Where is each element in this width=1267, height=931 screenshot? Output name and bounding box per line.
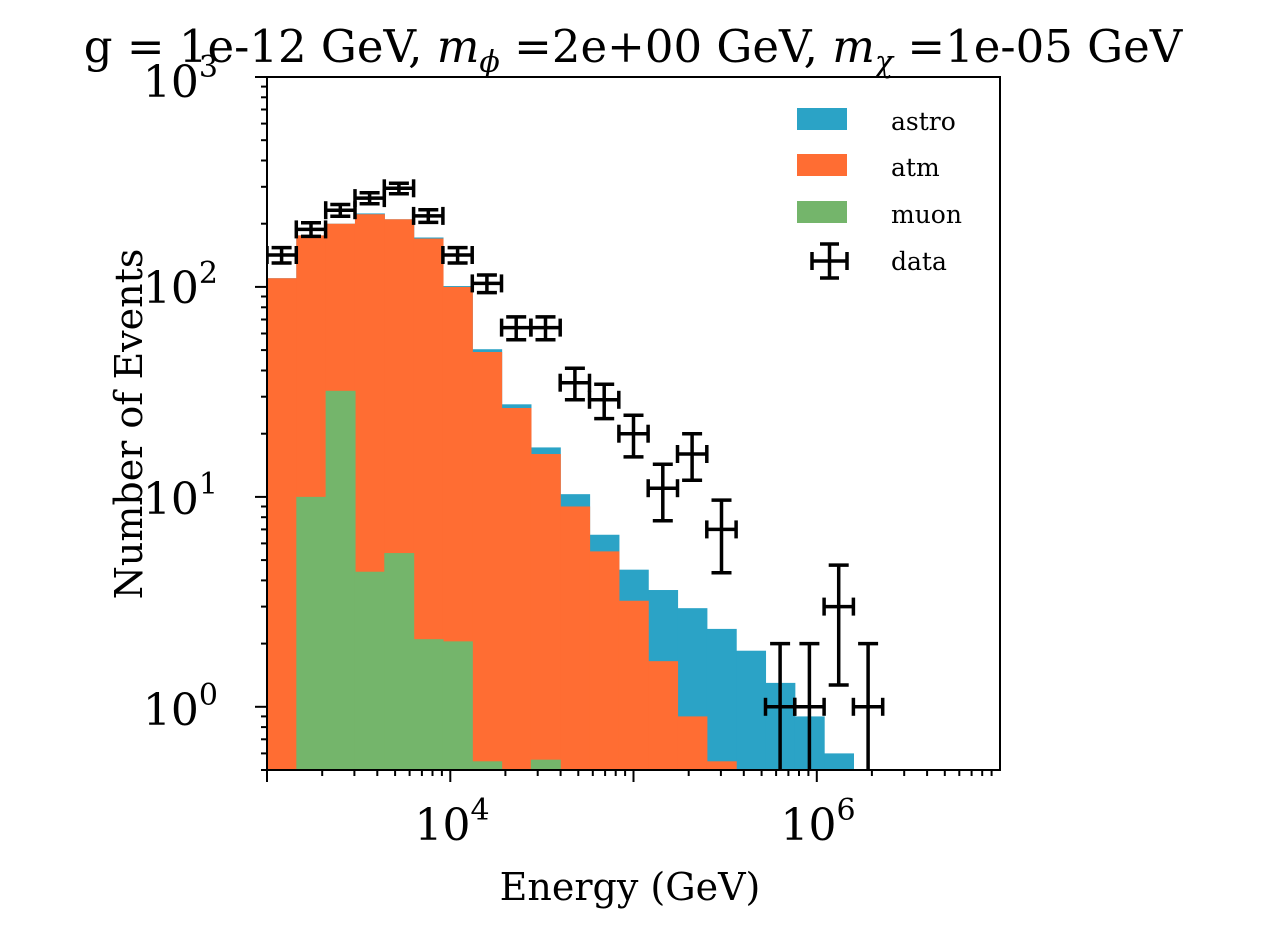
legend-label-atm: atm xyxy=(891,153,940,182)
x-tick-label-1e6: 106 xyxy=(780,793,855,851)
legend-label-data: data xyxy=(891,247,947,276)
y-tick-label-1e2: 102 xyxy=(143,256,218,314)
data-point-7 xyxy=(470,273,504,295)
bar-atm-9 xyxy=(530,454,561,770)
bar-astro-19 xyxy=(824,753,854,770)
data-point-3 xyxy=(353,189,387,208)
bar-muon-7 xyxy=(472,761,503,770)
data-point-0 xyxy=(267,245,299,265)
legend-label-muon: muon xyxy=(891,200,962,229)
data-point-19 xyxy=(851,641,885,770)
legend-swatch-atm xyxy=(797,154,847,176)
data-point-9 xyxy=(529,315,562,342)
bar-muon-1 xyxy=(296,496,327,770)
data-point-10 xyxy=(558,366,592,402)
bar-atm-13 xyxy=(648,661,679,770)
data-point-8 xyxy=(499,315,533,342)
data-point-1 xyxy=(294,220,328,239)
chart-title: g = 1e-12 GeV, mϕ =2e+00 GeV, mχ =1e-05 … xyxy=(84,20,1184,80)
bar-atm-8 xyxy=(501,408,532,770)
data-point-17 xyxy=(793,641,826,770)
bar-atm-12 xyxy=(618,600,649,770)
data-point-12 xyxy=(617,413,650,459)
y-axis-label: Number of Events xyxy=(107,249,151,600)
bar-muon-6 xyxy=(442,641,473,770)
bar-astro-15 xyxy=(706,628,737,770)
data-point-2 xyxy=(323,201,357,220)
bar-muon-9 xyxy=(530,759,561,770)
y-tick-label-1e3: 103 xyxy=(143,50,218,108)
legend-marker-data xyxy=(810,242,849,280)
data-point-14 xyxy=(675,431,709,482)
bar-muon-4 xyxy=(384,553,415,770)
legend-label-astro: astro xyxy=(891,107,956,136)
bar-astro-16 xyxy=(736,650,767,770)
data-point-15 xyxy=(705,498,738,575)
y-tick-label-1e0: 100 xyxy=(143,678,218,736)
axis-ticks xyxy=(255,76,993,782)
x-axis-label: Energy (GeV) xyxy=(500,865,761,909)
bar-muon-5 xyxy=(413,639,444,770)
legend-swatch-astro xyxy=(797,108,847,130)
bar-muon-3 xyxy=(354,571,385,770)
bar-atm-14 xyxy=(677,716,708,770)
bar-atm-7 xyxy=(472,351,503,770)
bar-atm-10 xyxy=(560,506,591,770)
bar-atm-15 xyxy=(706,761,737,770)
histogram-bars xyxy=(267,213,854,770)
bar-atm-0 xyxy=(267,278,297,770)
data-point-13 xyxy=(646,462,680,523)
data-point-5 xyxy=(411,206,445,225)
data-point-11 xyxy=(587,382,621,421)
bar-muon-2 xyxy=(325,390,356,770)
data-point-18 xyxy=(822,563,856,687)
bar-atm-11 xyxy=(589,551,620,770)
data-point-6 xyxy=(441,245,474,265)
data-errorbars xyxy=(267,179,885,770)
legend-swatch-muon xyxy=(797,201,847,223)
y-tick-label-1e1: 101 xyxy=(143,467,218,525)
data-point-4 xyxy=(382,179,416,198)
x-tick-label-1e4: 104 xyxy=(414,793,489,851)
legend: astro atm muon data xyxy=(797,107,962,280)
